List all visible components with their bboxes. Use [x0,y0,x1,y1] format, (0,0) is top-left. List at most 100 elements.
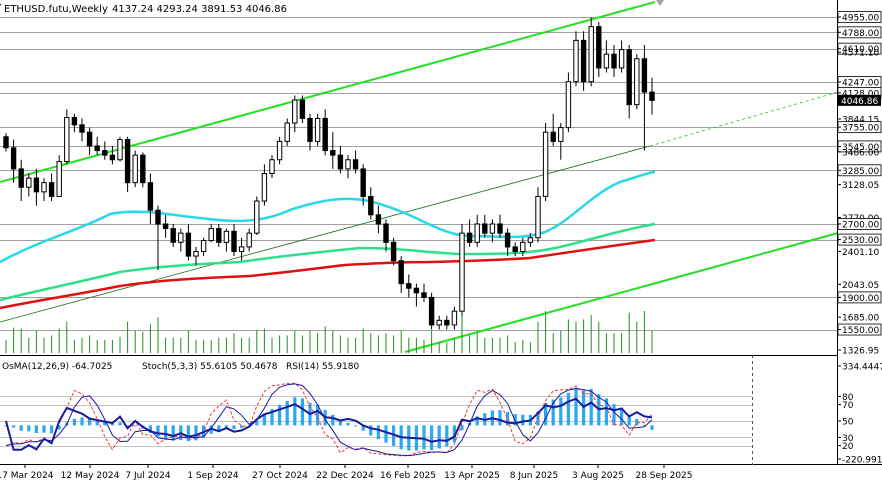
candle-bull [261,172,268,202]
candle-bear [580,39,587,83]
osma-bar [346,422,350,426]
indicator-axis-label: 334.4447 [842,363,882,373]
time-label: 16 Feb 2025 [380,471,436,481]
candle-bear [330,150,336,156]
osma-bar [300,398,304,426]
price-label: 2043.05 [842,281,879,291]
candle-bull [314,117,321,142]
candle-bear [94,145,100,152]
candle-bull [284,122,290,142]
rsi-line [5,397,653,451]
candle-bear [406,283,412,289]
osma-bar [118,422,122,426]
candle-bull [276,140,283,161]
time-label: 8 Jun 2025 [510,471,558,481]
osma-label: OsMA(12,26,9) -64.7025 [2,362,112,372]
candle-bear [109,154,116,161]
price-label: 1900.00 [842,294,879,304]
osma-bar [513,414,517,426]
candle-bear [307,117,313,142]
stochastic-main-line [5,382,653,457]
indicator-axis-label: 50 [842,418,854,428]
candle-bear [504,232,511,248]
osma-bar [627,416,631,426]
candle-bear [10,147,17,170]
osma-bar [217,425,221,433]
candle-bear [482,223,488,234]
osma-bar [544,402,548,426]
volume-bars [5,311,653,353]
osma-bar [384,425,388,443]
candle-bear [216,228,222,243]
candle-bull [436,319,442,326]
candle-bear [86,131,93,147]
price-label: 4610.00 [842,45,879,55]
osma-bar [589,388,593,426]
candle-bear [337,154,344,170]
candle-bull [193,251,199,257]
osma-bar [285,400,289,426]
candle-bull [603,53,610,69]
ma-slow-line [0,238,656,310]
candle-bear [641,58,648,93]
indicator-axis-label: 80 [842,393,854,403]
candle-bear [140,154,146,184]
price-label: 3844.15 [842,115,879,125]
price-label: 4128.00 [842,89,879,99]
time-axis: 17 Mar 2024 12 May 2024 7 Jul 2024 1 Sep 20… [0,464,693,481]
candle-bull [178,232,184,243]
osma-bar [186,425,190,442]
candle-bull [208,228,214,241]
indicator-axis-label: 20 [842,442,854,452]
osma-bar [232,425,236,430]
candle-bull [634,58,640,106]
osma-bar [604,398,608,426]
time-label: 3 Aug 2025 [572,471,624,481]
candle-bull [41,182,47,193]
upper-channel-line [0,1,656,183]
osma-bar [278,404,282,426]
osma-bar [133,425,137,427]
osma-bar [126,425,130,427]
channel-lines [0,1,839,353]
osma-bar [240,425,244,429]
osma-bar [354,425,358,427]
indicator-axis-label: -220.9913 [842,456,882,466]
time-label: 17 Mar 2024 [0,471,54,481]
candle-bear [299,99,306,119]
candle-bull [558,127,564,142]
osma-bar [642,424,646,426]
osma-bar [110,423,114,426]
candle-bear [231,230,237,253]
current-price-tag [838,94,881,106]
osma-bar [460,425,464,431]
stochastic-signal-line [5,383,653,457]
osma-bar [437,425,441,449]
candle-bear [428,296,435,326]
candle-bear [444,319,450,326]
candle-bear [413,287,420,294]
price-label: 3285.00 [842,167,879,177]
candle-bear [18,168,24,188]
candle-bear [626,49,632,106]
time-label: 12 May 2024 [61,471,120,481]
shift-marker-icon[interactable] [656,0,664,6]
candle-bull [489,223,496,234]
candle-bear [352,159,359,170]
osma-bar [34,425,38,434]
candle-bear [170,228,176,243]
osma-bar [72,418,76,426]
price-label: 4247.00 [842,78,879,88]
candle-bull [269,159,275,174]
osma-bar [582,390,586,426]
candle-bull [223,230,230,243]
osma-bar [194,425,198,441]
osma-bar [50,425,54,434]
candle-bull [117,139,123,161]
current-price-label: 4046.86 [841,97,878,107]
osma-bar [430,425,434,451]
candle-bear [550,131,556,142]
candle-bear [185,232,192,257]
